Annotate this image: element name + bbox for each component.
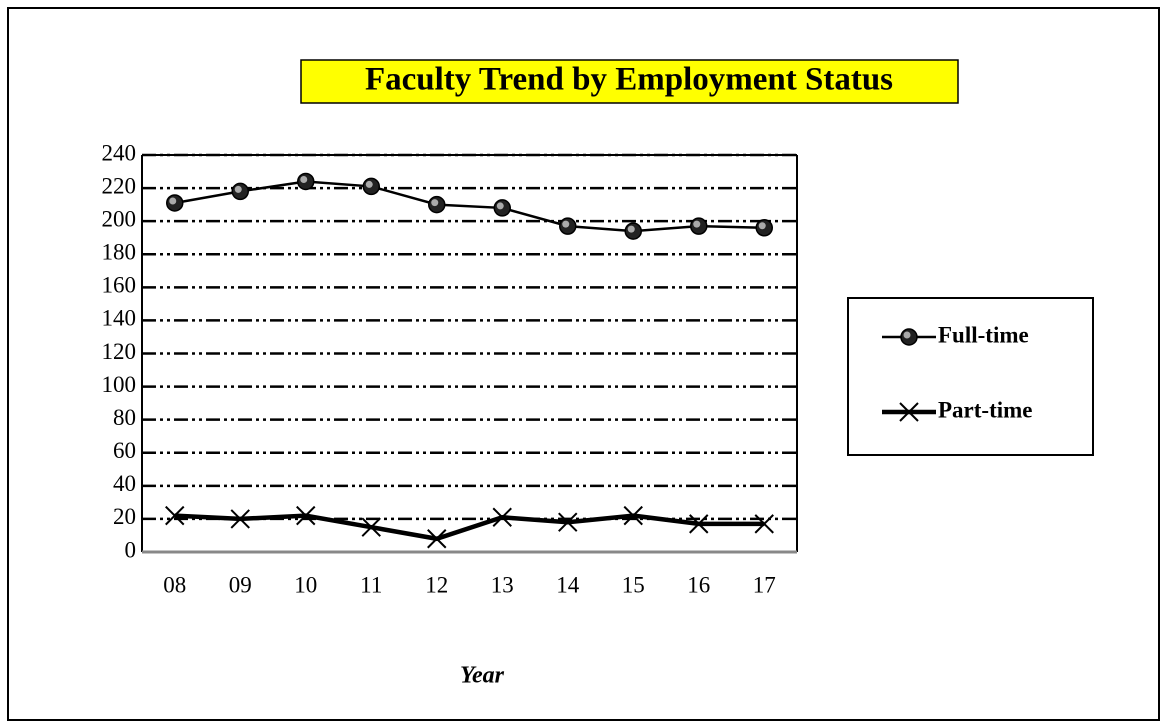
- point-highlight: [758, 222, 766, 230]
- point: [427, 529, 447, 549]
- legend-box: [847, 297, 1094, 456]
- legend-label: Full-time: [938, 322, 1029, 347]
- point-highlight: [562, 220, 570, 228]
- x-tick-label: 10: [294, 572, 317, 597]
- y-tick-label: 220: [102, 173, 137, 198]
- x-tick-label: 15: [622, 572, 645, 597]
- y-tick-label: 100: [102, 372, 137, 397]
- point: [166, 194, 184, 212]
- x-axis-label: Year: [460, 663, 505, 689]
- point: [362, 177, 380, 196]
- y-tick-label: 200: [102, 206, 137, 231]
- x-tick-label: 17: [753, 572, 776, 597]
- y-tick-label: 180: [102, 240, 137, 265]
- point-highlight: [234, 185, 242, 193]
- y-tick-label: 120: [102, 339, 137, 364]
- y-tick-label: 40: [113, 471, 136, 496]
- point-highlight: [627, 225, 635, 233]
- point: [361, 517, 381, 537]
- point-highlight: [169, 197, 177, 205]
- point: [624, 222, 642, 240]
- series-line: [174, 513, 765, 542]
- point: [165, 505, 185, 526]
- point-highlight: [693, 220, 701, 228]
- point: [230, 509, 250, 529]
- point: [623, 505, 643, 526]
- x-tick-label: 11: [360, 572, 382, 597]
- point: [297, 172, 315, 191]
- point: [231, 182, 249, 201]
- x-tick-label: 09: [229, 572, 252, 597]
- x-tick-label: 12: [425, 572, 448, 597]
- series-line: [174, 180, 765, 233]
- point: [492, 507, 512, 527]
- legend-label: Part-time: [938, 397, 1033, 422]
- point: [493, 199, 511, 217]
- point: [754, 514, 774, 534]
- point: [558, 512, 578, 532]
- point-highlight: [365, 180, 373, 188]
- point: [900, 328, 918, 346]
- point: [296, 505, 316, 526]
- y-tick-label: 160: [102, 273, 137, 298]
- point-highlight: [496, 202, 504, 210]
- x-tick-label: 13: [491, 572, 514, 597]
- point: [689, 514, 709, 534]
- point: [690, 217, 708, 235]
- y-tick-label: 240: [102, 140, 137, 165]
- y-tick-label: 140: [102, 306, 137, 331]
- x-tick-label: 14: [556, 572, 580, 597]
- x-tick-label: 16: [687, 572, 710, 597]
- chart-title: Faculty Trend by Employment Status: [365, 62, 893, 98]
- point-highlight: [903, 331, 911, 339]
- y-tick-label: 60: [113, 438, 136, 463]
- y-tick-label: 20: [113, 504, 136, 529]
- point: [559, 217, 577, 235]
- point-highlight: [431, 199, 439, 207]
- point: [899, 402, 919, 422]
- point-highlight: [300, 175, 308, 183]
- y-tick-label: 0: [125, 537, 137, 562]
- title-box: [300, 59, 959, 104]
- point: [428, 195, 446, 214]
- y-tick-label: 80: [113, 405, 136, 430]
- x-tick-label: 08: [163, 572, 186, 597]
- point: [755, 219, 773, 237]
